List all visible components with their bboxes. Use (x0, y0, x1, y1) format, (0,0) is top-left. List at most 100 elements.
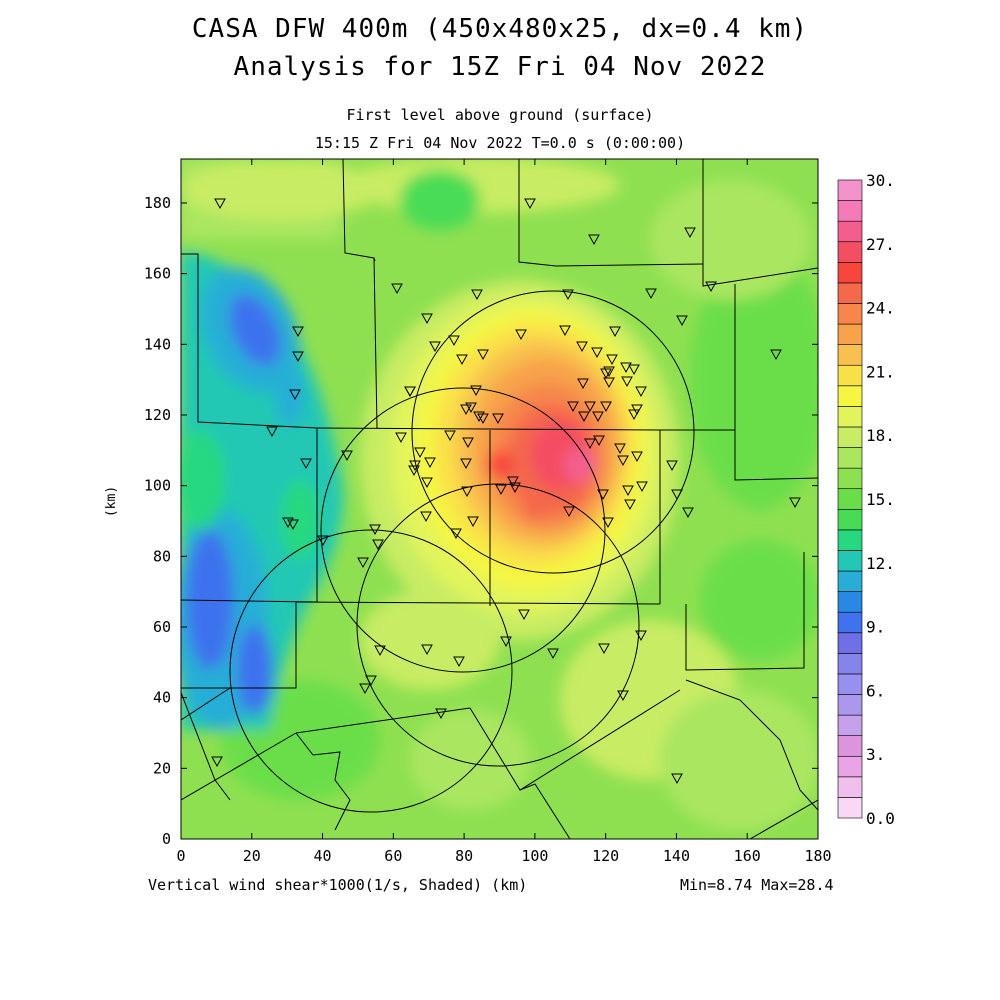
radar-range-rings (229, 290, 695, 813)
colorbar-label: 12. (866, 554, 895, 573)
station-marker (492, 413, 504, 425)
y-tick-label: 20 (153, 759, 171, 777)
station-marker (456, 354, 468, 366)
map-subtitle-line-2: 15:15 Z Fri 04 Nov 2022 T=0.0 s (0:00:00… (314, 134, 686, 152)
station-marker (600, 368, 612, 380)
station-marker (435, 708, 447, 720)
colorbar-swatch (837, 694, 863, 716)
station-marker (287, 519, 299, 531)
colorbar-swatch (837, 323, 863, 345)
colorbar-swatch (837, 447, 863, 469)
station-marker (500, 636, 512, 648)
station-marker (372, 539, 384, 551)
y-axis-unit: (km) (104, 485, 120, 518)
station-marker (635, 386, 647, 398)
station-marker (617, 690, 629, 702)
station-marker (471, 289, 483, 301)
station-marker (444, 430, 456, 442)
station-marker (214, 198, 226, 210)
station-marker (453, 656, 465, 668)
y-tick-label: 0 (162, 830, 171, 848)
y-axis: 0 20 40 60 80 100 120 140 160 180 (144, 194, 818, 848)
map-subtitle-line-1: First level above ground (surface) (346, 106, 654, 124)
station-marker (577, 378, 589, 390)
x-tick-label: 120 (592, 847, 619, 865)
shaded-field (181, 159, 818, 839)
station-marker (414, 447, 426, 459)
station-marker (473, 411, 485, 423)
station-marker (617, 455, 629, 467)
station-marker (635, 630, 647, 642)
colorbar-swatch (837, 550, 863, 572)
colorbar-swatch (837, 406, 863, 428)
station-marker (465, 402, 477, 414)
colorbar-swatch (837, 797, 863, 819)
station-marker (408, 465, 420, 477)
y-tick-label: 140 (144, 335, 171, 353)
station-marker (421, 477, 433, 489)
field-min-max: Min=8.74 Max=28.4 (680, 876, 834, 894)
x-axis: 0 20 40 60 80 100 120 140 160 180 (176, 159, 832, 865)
colorbar-swatch (837, 220, 863, 243)
station-marker (421, 313, 433, 325)
x-tick-label: 140 (663, 847, 690, 865)
station-marker (374, 645, 386, 657)
station-marker (429, 341, 441, 353)
station-marker (460, 404, 472, 416)
colorbar-swatch (837, 467, 863, 490)
station-marker (622, 485, 634, 497)
station-marker (562, 289, 574, 301)
station-marker (682, 507, 694, 519)
station-marker (495, 484, 507, 496)
colorbar-label: 6. (866, 681, 885, 700)
colorbar-swatch (837, 632, 863, 654)
colorbar-swatch (837, 385, 863, 407)
station-marker (462, 437, 474, 449)
colorbar-swatch (837, 426, 863, 448)
station-marker (620, 362, 632, 374)
station-marker (524, 198, 536, 210)
colorbar-label: 24. (866, 299, 895, 318)
station-marker (666, 460, 678, 472)
x-tick-label: 100 (521, 847, 548, 865)
station-marker (770, 349, 782, 361)
station-marker (404, 386, 416, 398)
colorbar-label: 0.0 (866, 809, 895, 828)
station-marker (470, 385, 482, 397)
station-marker (357, 557, 369, 569)
colorbar-label: 27. (866, 235, 895, 254)
colorbar-label: 3. (866, 745, 885, 764)
y-tick-label: 160 (144, 265, 171, 283)
colorbar-swatch (837, 714, 863, 736)
colorbar-swatch (837, 364, 863, 387)
station-marker (628, 409, 640, 421)
station-marker (461, 486, 473, 498)
station-marker (636, 481, 648, 493)
station-marker (684, 227, 696, 239)
station-marker (600, 401, 612, 413)
station-marker (547, 648, 559, 660)
y-tick-label: 80 (153, 547, 171, 565)
colorbar-label: 21. (866, 362, 895, 381)
colorbar-label: 18. (866, 426, 895, 445)
station-marker (292, 326, 304, 338)
y-tick-label: 180 (144, 194, 171, 212)
x-tick-label: 0 (176, 847, 185, 865)
station-marker (369, 524, 381, 536)
station-marker (477, 349, 489, 361)
colorbar-swatch (837, 735, 863, 757)
x-tick-label: 180 (804, 847, 831, 865)
station-marker (676, 315, 688, 327)
colorbar-swatch (837, 755, 863, 778)
colorbar-swatch (837, 591, 863, 613)
station-marker (603, 377, 615, 389)
station-marker (450, 528, 462, 540)
station-marker (591, 347, 603, 359)
station-marker (563, 506, 575, 518)
x-tick-label: 20 (243, 847, 261, 865)
x-tick-label: 60 (384, 847, 402, 865)
station-marker (420, 511, 432, 523)
colorbar-swatch (837, 529, 863, 551)
colorbar-label: 9. (866, 618, 885, 637)
station-marker (592, 411, 604, 423)
